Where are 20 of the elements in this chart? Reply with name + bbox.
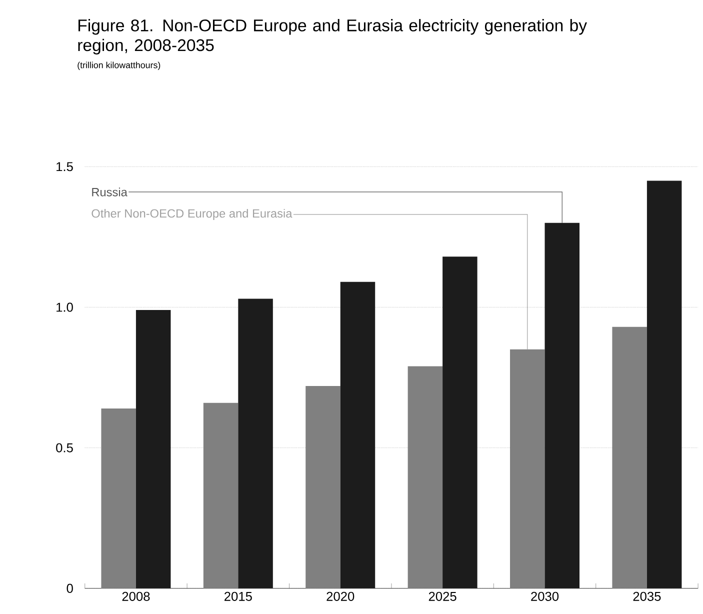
chart-subtitle: (trillion kilowatthours)	[78, 62, 160, 70]
x-tick-label: 2035	[633, 592, 661, 601]
bar	[646, 180, 682, 588]
y-tick-label: 0.5	[56, 443, 73, 452]
bar	[238, 298, 273, 588]
x-tick-label: 2030	[531, 592, 559, 601]
y-tick-label: 1.0	[56, 302, 73, 312]
y-tick-label: 0	[66, 584, 73, 593]
text: Russia	[92, 188, 128, 196]
bar	[544, 222, 580, 588]
x-tick-label: 2025	[428, 592, 456, 601]
chart-title: Figure 81. Non-OECD Europe and Eurasia electricity generation by region, 2008-2035	[78, 18, 587, 54]
bar	[442, 256, 478, 588]
bar	[340, 282, 376, 588]
bar	[136, 310, 171, 588]
x-tick-label: 2020	[326, 592, 354, 601]
text: Other Non-OECD Europe and Eurasia	[92, 208, 292, 220]
y-tick-label: 1.5	[56, 162, 73, 172]
x-tick-label: 2008	[122, 592, 150, 601]
x-tick-label: 2015	[224, 592, 252, 601]
